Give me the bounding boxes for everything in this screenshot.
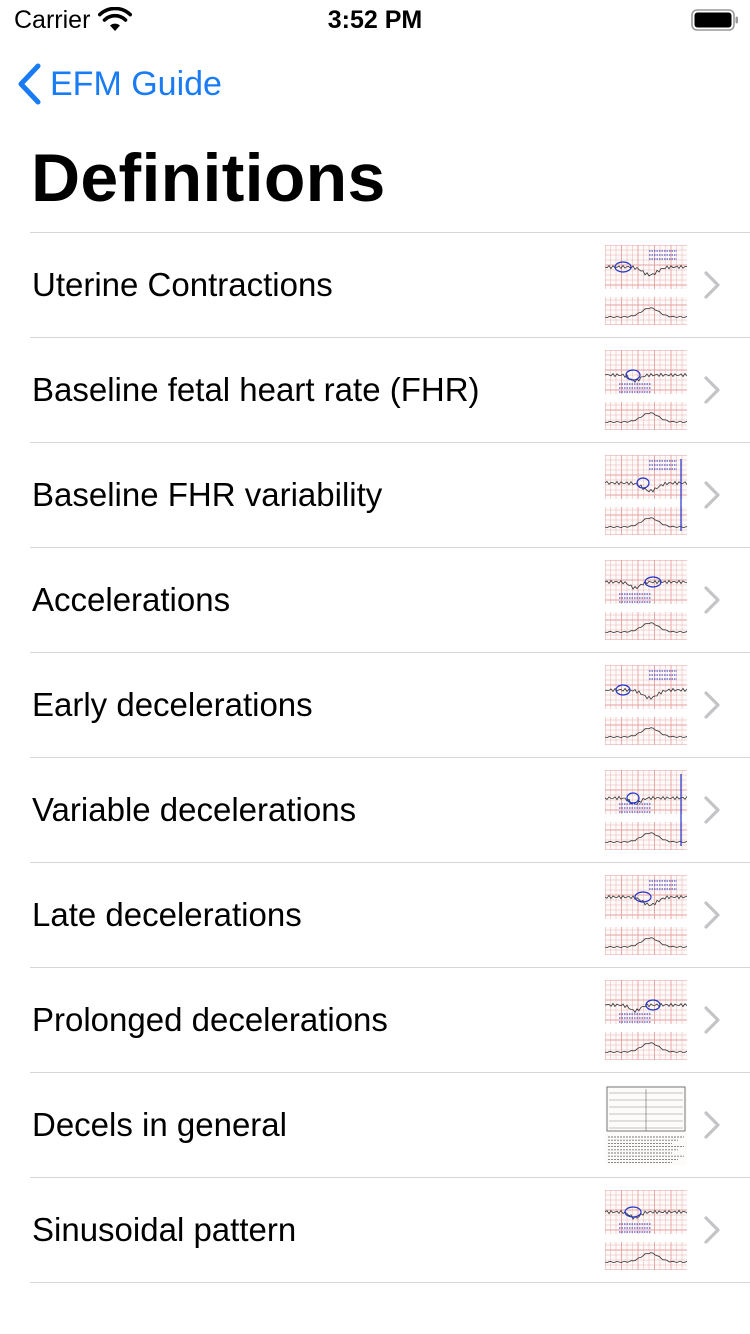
document-thumbnail bbox=[605, 1085, 687, 1165]
list-item-label: Late decelerations bbox=[32, 896, 302, 933]
list-item-sinusoidal-pattern[interactable]: Sinusoidal pattern bbox=[30, 1178, 750, 1283]
list-item-late-decelerations[interactable]: Late decelerations bbox=[30, 863, 750, 968]
list-item-label: Early decelerations bbox=[32, 686, 313, 723]
carrier-label: Carrier bbox=[14, 6, 91, 34]
trace-thumbnail bbox=[605, 980, 687, 1060]
trace-thumbnail bbox=[605, 245, 687, 325]
list-item-baseline-fhr-variability[interactable]: Baseline FHR variability bbox=[30, 443, 750, 548]
page-title: Definitions bbox=[31, 140, 386, 216]
trace-thumbnail bbox=[605, 350, 687, 430]
chevron-right-icon bbox=[704, 1006, 720, 1034]
list-item-label: Prolonged decelerations bbox=[32, 1001, 388, 1038]
list-item-accelerations[interactable]: Accelerations bbox=[30, 548, 750, 653]
trace-thumbnail bbox=[605, 455, 687, 535]
list-item-label: Accelerations bbox=[32, 581, 231, 618]
trace-thumbnail bbox=[605, 560, 687, 640]
status-bar: Carrier 3:52 PM bbox=[0, 0, 750, 40]
trace-thumbnail bbox=[605, 1190, 687, 1270]
chevron-right-icon bbox=[704, 1216, 720, 1244]
chevron-left-icon bbox=[18, 63, 41, 105]
list-item-decels-in-general[interactable]: Decels in general bbox=[30, 1073, 750, 1178]
list-item-uterine-contractions[interactable]: Uterine Contractions bbox=[30, 233, 750, 338]
chevron-right-icon bbox=[704, 901, 720, 929]
chevron-right-icon bbox=[704, 796, 720, 824]
list-item-label: Baseline fetal heart rate (FHR) bbox=[32, 371, 480, 408]
list-item-prolonged-decelerations[interactable]: Prolonged decelerations bbox=[30, 968, 750, 1073]
definitions-list: Uterine Contractions Baseline fetal hear… bbox=[30, 232, 750, 1283]
trace-thumbnail bbox=[605, 770, 687, 850]
trace-thumbnail bbox=[605, 665, 687, 745]
list-item-label: Variable decelerations bbox=[32, 791, 357, 828]
chevron-right-icon bbox=[704, 1111, 720, 1139]
list-item-baseline-fhr[interactable]: Baseline fetal heart rate (FHR) bbox=[30, 338, 750, 443]
chevron-right-icon bbox=[704, 481, 720, 509]
list-item-label: Uterine Contractions bbox=[32, 266, 333, 303]
list-item-label: Sinusoidal pattern bbox=[32, 1211, 297, 1248]
list-item-variable-decelerations[interactable]: Variable decelerations bbox=[30, 758, 750, 863]
list-item-label: Decels in general bbox=[32, 1106, 287, 1143]
trace-thumbnail bbox=[605, 875, 687, 955]
battery-icon bbox=[691, 9, 738, 31]
back-button-label: EFM Guide bbox=[50, 65, 222, 103]
chevron-right-icon bbox=[704, 376, 720, 404]
chevron-right-icon bbox=[704, 691, 720, 719]
list-item-label: Baseline FHR variability bbox=[32, 476, 383, 513]
list-item-early-decelerations[interactable]: Early decelerations bbox=[30, 653, 750, 758]
chevron-right-icon bbox=[704, 271, 720, 299]
chevron-right-icon bbox=[704, 586, 720, 614]
back-button[interactable]: EFM Guide bbox=[14, 58, 222, 110]
wifi-icon bbox=[98, 7, 132, 31]
clock-time: 3:52 PM bbox=[327, 6, 423, 34]
